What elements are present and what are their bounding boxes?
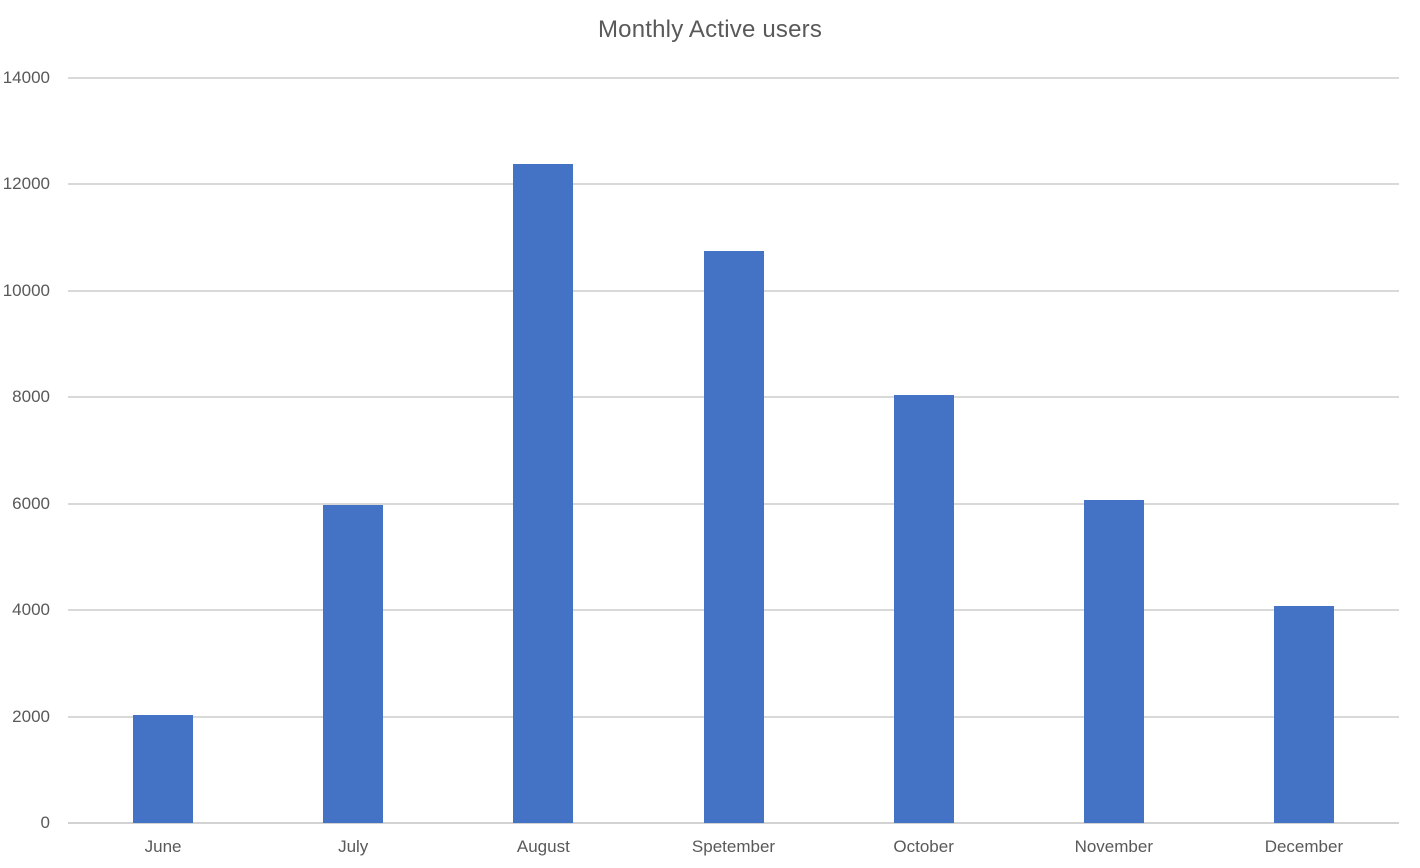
chart-title: Monthly Active users: [597, 16, 823, 43]
bar-july: [323, 505, 384, 823]
x-axis-tick-label: November: [1074, 837, 1153, 856]
x-axis-tick-label: December: [1264, 837, 1344, 856]
gridline: [68, 183, 1399, 186]
bar-november: [1083, 500, 1144, 823]
bar-june: [133, 714, 194, 823]
x-axis-tick-label: July: [338, 837, 369, 856]
bar-december: [1273, 605, 1334, 823]
x-axis-tick-label: August: [516, 837, 570, 856]
y-axis-tick-label: 8000: [12, 387, 50, 407]
x-axis-tick-label: October: [893, 837, 954, 856]
x-axis-tick-label: June: [144, 837, 182, 856]
bar-spetember: [703, 251, 764, 823]
x-axis-tick-label: Spetember: [691, 837, 776, 856]
y-axis-tick-label: 10000: [2, 280, 50, 300]
bar-august: [513, 163, 574, 823]
gridline: [68, 77, 1399, 79]
y-axis-tick-label: 0: [40, 813, 50, 832]
y-axis-tick-label: 4000: [12, 600, 50, 620]
y-axis-tick-label: 6000: [12, 493, 50, 513]
bar-october: [893, 395, 954, 823]
y-axis-tick-label: 2000: [12, 706, 50, 726]
plot-area: [68, 77, 1399, 824]
y-axis-tick-label: 12000: [2, 174, 50, 194]
x-axis-line: [68, 822, 1399, 824]
y-axis-tick-label: 14000: [2, 68, 50, 87]
